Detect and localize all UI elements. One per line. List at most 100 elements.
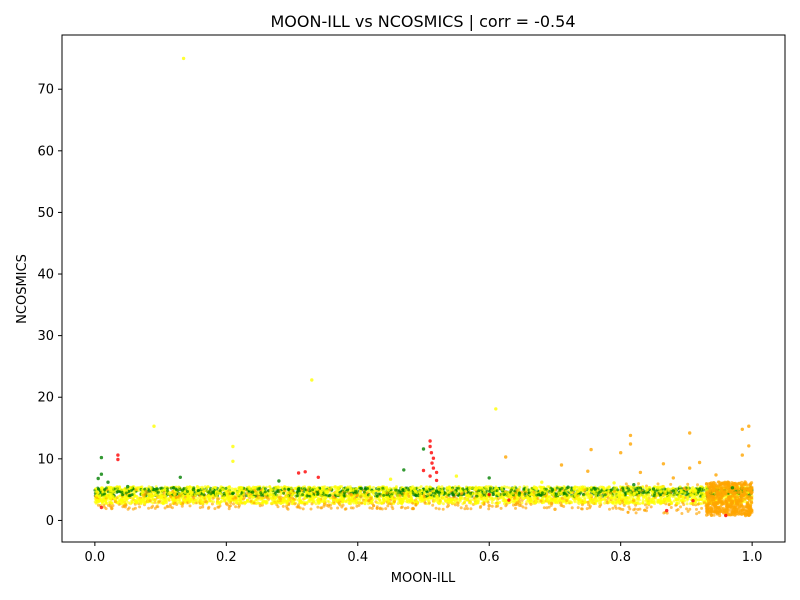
scatter-point [546, 495, 550, 499]
scatter-point [659, 489, 663, 493]
scatter-point [688, 507, 692, 511]
scatter-point [428, 485, 432, 489]
scatter-point [634, 503, 638, 507]
scatter-point [577, 487, 581, 491]
scatter-point [682, 499, 686, 503]
scatter-point [358, 491, 362, 495]
scatter-point [618, 500, 622, 504]
scatter-point [301, 507, 305, 511]
scatter-point [453, 503, 457, 507]
scatter-point [634, 511, 638, 515]
scatter-point [116, 489, 120, 493]
scatter-point [411, 501, 415, 505]
scatter-point [427, 499, 431, 503]
scatter-point [110, 493, 114, 497]
scatter-point [243, 501, 247, 504]
scatter-point [143, 497, 147, 501]
scatter-point [525, 485, 529, 489]
scatter-point [637, 482, 640, 486]
scatter-point [151, 504, 155, 508]
scatter-point [115, 485, 119, 489]
scatter-point [397, 489, 401, 493]
scatter-point [282, 491, 286, 495]
scatter-point [292, 499, 296, 503]
scatter-point [490, 504, 494, 508]
scatter-point [629, 493, 633, 497]
scatter-point [644, 499, 648, 503]
scatter-point [234, 505, 238, 509]
scatter-point [510, 488, 514, 492]
scatter-point [541, 488, 545, 492]
scatter-point [613, 496, 617, 500]
scatter-point [494, 496, 498, 500]
scatter-point [669, 506, 673, 509]
scatter-point [96, 498, 100, 502]
scatter-point [198, 506, 202, 510]
scatter-point [536, 497, 540, 500]
scatter-point [695, 507, 698, 511]
scatter-point [316, 505, 320, 509]
scatter-point [379, 501, 383, 505]
scatter-point [597, 496, 601, 500]
scatter-point [505, 485, 509, 489]
scatter-point [394, 488, 398, 492]
scatter-point [208, 496, 212, 500]
scatter-point [274, 490, 278, 494]
scatter-point [499, 506, 503, 510]
scatter-point [188, 485, 192, 489]
scatter-point [581, 493, 585, 496]
scatter-point [118, 485, 122, 489]
scatter-point [423, 491, 427, 495]
scatter-point [306, 488, 310, 492]
scatter-point [486, 498, 490, 502]
scatter-point [683, 487, 687, 491]
scatter-point [163, 506, 167, 510]
scatter-point [202, 490, 206, 493]
scatter-point [440, 485, 444, 489]
scatter-point [490, 489, 494, 493]
scatter-point [580, 507, 584, 511]
scatter-point [295, 494, 299, 498]
scatter-point [577, 494, 581, 498]
scatter-point [136, 486, 140, 490]
scatter-point [586, 490, 590, 494]
scatter-point [629, 499, 633, 503]
scatter-point [95, 494, 99, 498]
scatter-point [384, 507, 388, 511]
scatter-point [366, 487, 369, 490]
scatter-point [368, 506, 372, 510]
scatter-point [647, 502, 651, 506]
scatter-point [194, 498, 198, 502]
scatter-point [148, 499, 152, 503]
scatter-point [613, 487, 617, 490]
scatter-point [268, 493, 272, 497]
scatter-point [187, 500, 191, 504]
scatter-point [305, 494, 309, 498]
scatter-point [652, 499, 656, 502]
scatter-point [614, 506, 618, 510]
scatter-point [547, 505, 551, 509]
scatter-point [94, 490, 98, 494]
scatter-point [245, 498, 249, 502]
scatter-point [335, 489, 339, 493]
scatter-point [425, 492, 429, 496]
scatter-point [658, 498, 662, 502]
scatter-point [409, 497, 413, 501]
point-band [93, 480, 754, 518]
scatter-point [469, 501, 473, 505]
scatter-point [155, 487, 159, 491]
scatter-point [459, 506, 463, 510]
scatter-point [449, 488, 452, 492]
scatter-point [686, 482, 690, 486]
scatter-point [591, 501, 595, 505]
scatter-point [645, 484, 648, 488]
scatter-point [377, 487, 381, 491]
scatter-point [235, 501, 239, 505]
scatter-point [346, 488, 349, 492]
scatter-point [679, 505, 682, 509]
scatter-point [421, 499, 425, 503]
scatter-point [475, 494, 479, 498]
scatter-point [279, 502, 283, 505]
scatter-point [456, 486, 460, 490]
scatter-point [477, 496, 481, 500]
